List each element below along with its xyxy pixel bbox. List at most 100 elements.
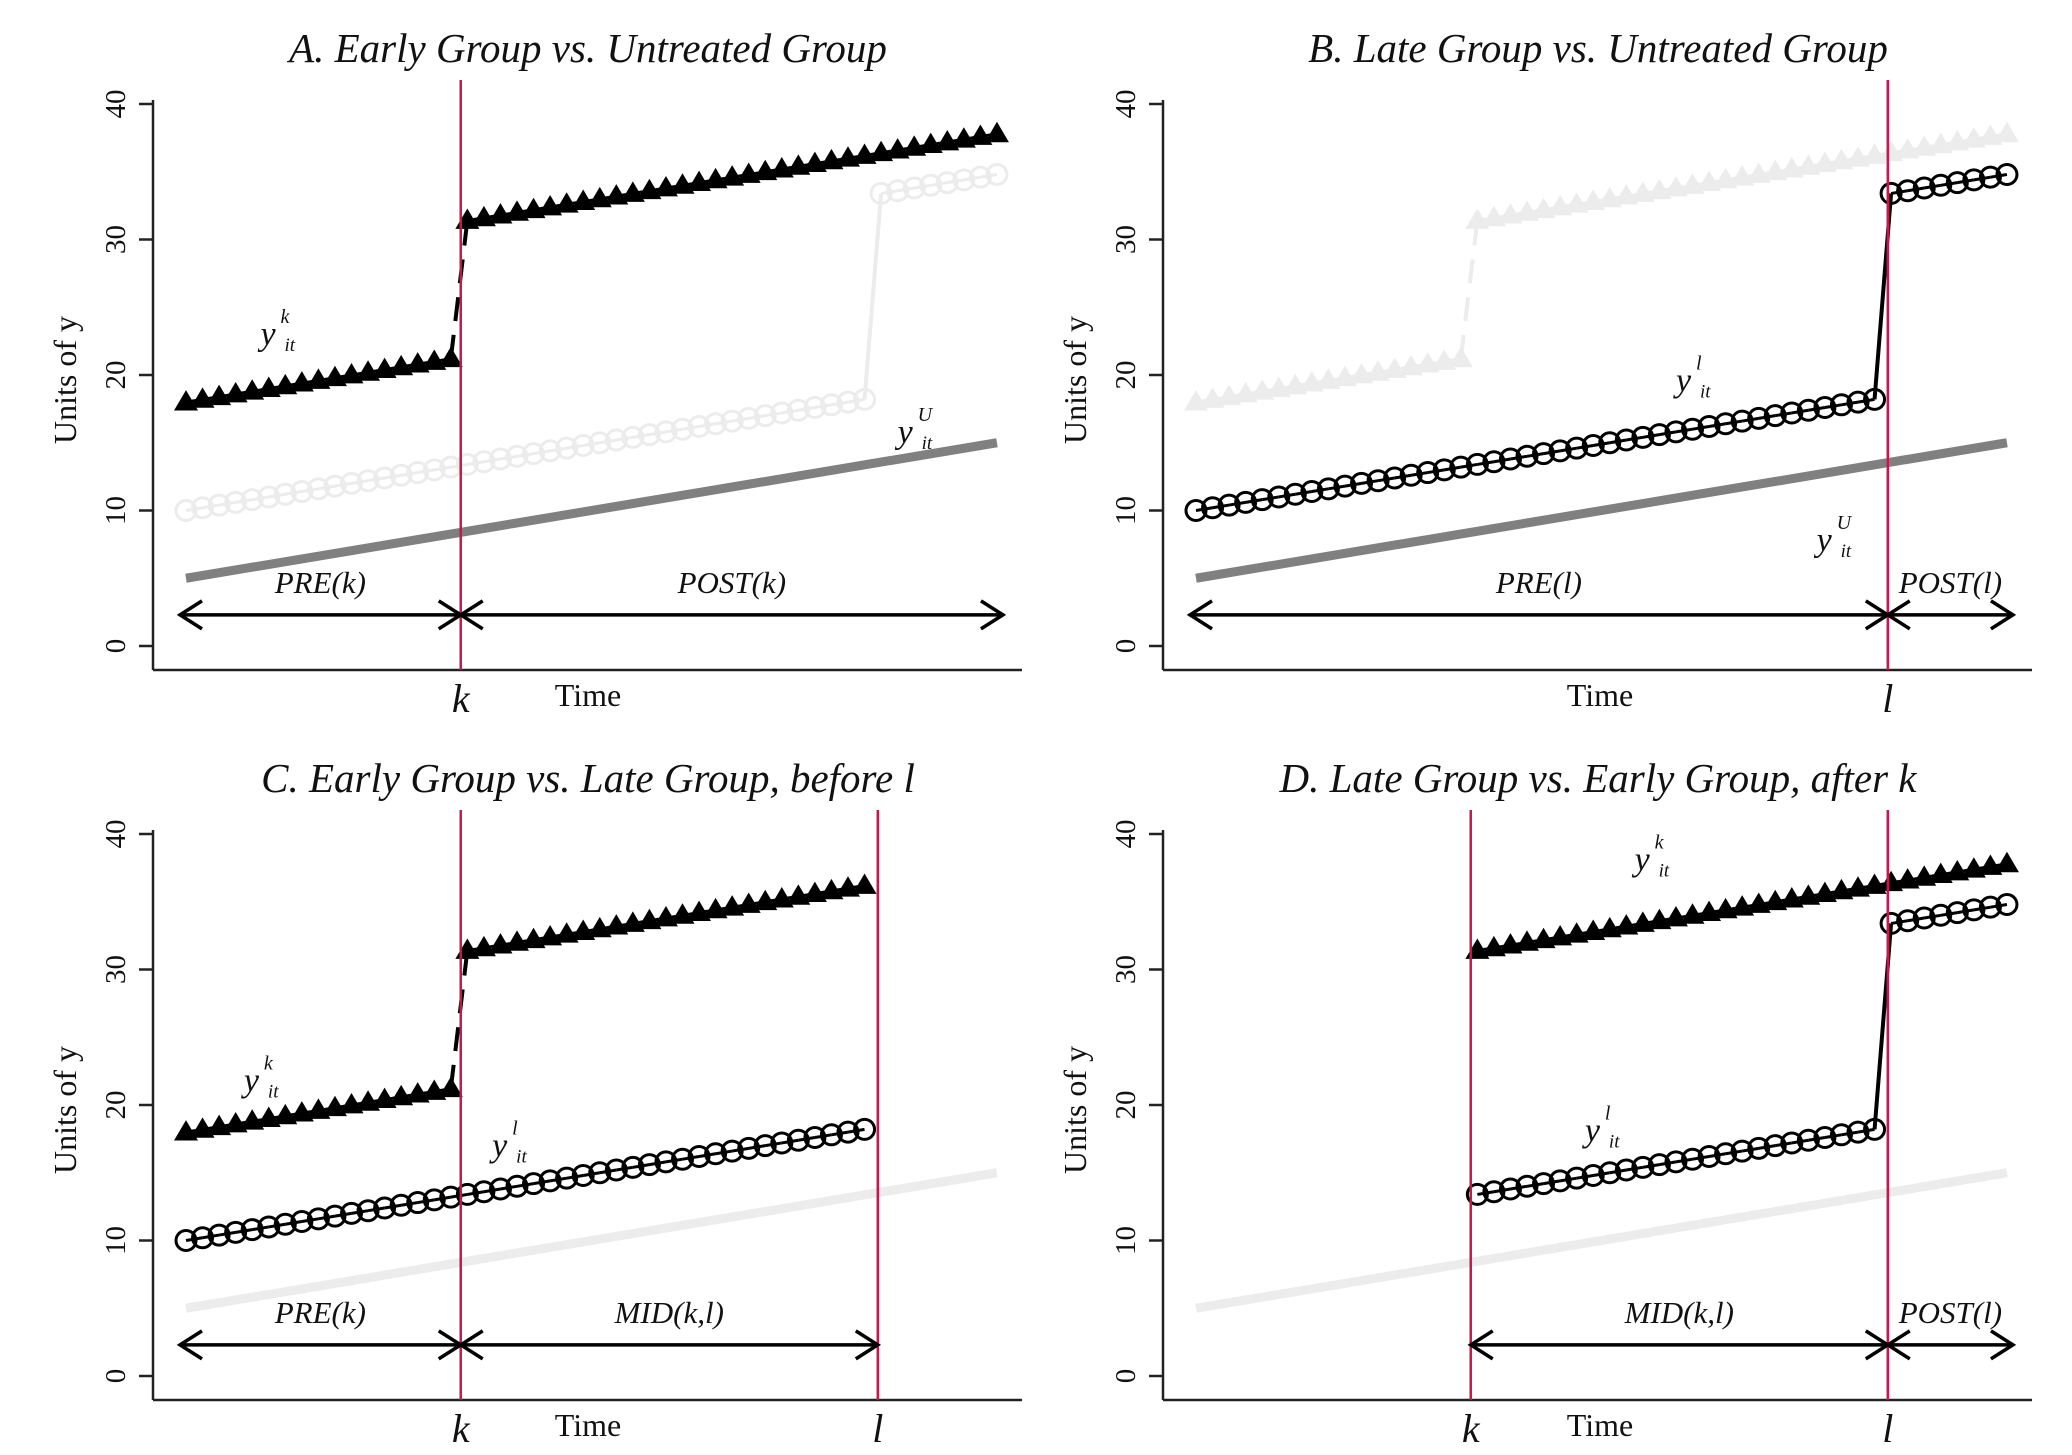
circle-marker bbox=[637, 423, 661, 447]
late-segment bbox=[748, 1144, 766, 1150]
circle-marker bbox=[1978, 895, 2002, 919]
circle-marker bbox=[1333, 474, 1357, 498]
circle-marker bbox=[505, 1174, 529, 1198]
late-segment bbox=[549, 446, 567, 453]
circle-marker bbox=[488, 447, 512, 471]
circle-marker bbox=[1614, 1158, 1638, 1182]
period-arrow: MID(k,l) bbox=[457, 1295, 882, 1361]
circle-marker bbox=[1482, 1180, 1506, 1204]
late-segment bbox=[1460, 462, 1478, 469]
late-segment bbox=[218, 1230, 236, 1237]
late-segment bbox=[1775, 411, 1793, 418]
late-segment bbox=[566, 443, 584, 450]
circle-marker bbox=[1548, 1169, 1572, 1193]
late-segment bbox=[185, 506, 203, 512]
late-segment bbox=[847, 397, 865, 404]
y-tick-label: 10 bbox=[1110, 1226, 1142, 1255]
period-label: PRE(k) bbox=[274, 1295, 366, 1330]
x-tick-label-k: k bbox=[1462, 1406, 1481, 1451]
circle-marker bbox=[422, 1188, 446, 1212]
untreated-series-line bbox=[1195, 438, 2008, 583]
late-segment bbox=[963, 175, 981, 182]
circle-marker bbox=[1234, 490, 1258, 514]
late-segment bbox=[1741, 1146, 1759, 1153]
arrow-head-left-icon bbox=[1467, 1329, 1494, 1361]
late-segment bbox=[1427, 468, 1445, 475]
late-segment bbox=[384, 473, 402, 480]
circle-marker bbox=[1697, 1144, 1721, 1168]
circle-marker bbox=[389, 463, 413, 487]
circle-marker bbox=[803, 396, 827, 420]
circle-marker bbox=[919, 173, 943, 197]
late-segment bbox=[1576, 443, 1594, 450]
series-label-subscript: it bbox=[1700, 381, 1711, 402]
x-tick-label-l: l bbox=[872, 1406, 883, 1451]
late-segment bbox=[1394, 473, 1412, 480]
late-segment bbox=[698, 1152, 716, 1158]
late-segment bbox=[467, 1190, 485, 1196]
late-segment bbox=[202, 503, 220, 510]
circle-marker bbox=[1184, 499, 1208, 522]
late-segment bbox=[814, 403, 832, 410]
late-segment bbox=[1526, 1182, 1544, 1188]
series-label-base: y bbox=[1673, 362, 1692, 399]
late-segment bbox=[1692, 1155, 1710, 1161]
late-segment bbox=[1510, 454, 1528, 461]
arrow-head-left-icon bbox=[1186, 599, 1213, 631]
period-label: POST(l) bbox=[1898, 1295, 2002, 1330]
circle-marker bbox=[406, 461, 430, 485]
late-segment bbox=[384, 1203, 402, 1210]
late-segment bbox=[1957, 908, 1975, 915]
circle-marker bbox=[207, 493, 231, 517]
circle-marker bbox=[886, 179, 910, 203]
circle-marker bbox=[1498, 447, 1522, 471]
late-segment bbox=[1543, 1179, 1561, 1186]
circle-marker bbox=[1631, 1155, 1655, 1179]
late-segment bbox=[682, 1155, 700, 1161]
period-label: MID(k,l) bbox=[614, 1295, 724, 1330]
circle-marker bbox=[637, 1153, 661, 1177]
late-segment bbox=[798, 406, 816, 412]
circle-marker bbox=[1929, 903, 1953, 927]
circle-marker bbox=[1747, 1136, 1771, 1160]
circle-marker bbox=[555, 1166, 579, 1190]
late-segment bbox=[1791, 1138, 1809, 1145]
late-segment bbox=[1592, 441, 1610, 447]
series-label: y Uit bbox=[1814, 512, 1853, 562]
circle-marker bbox=[340, 1201, 363, 1225]
triangle-marker bbox=[1448, 346, 1473, 368]
late-segment bbox=[566, 1173, 584, 1180]
late-segment bbox=[1212, 503, 1230, 510]
late-segment bbox=[1923, 183, 1941, 190]
arrow-head-right-icon bbox=[1990, 599, 2017, 631]
late-segment bbox=[798, 1136, 816, 1142]
circle-marker bbox=[1515, 444, 1539, 468]
late-segment bbox=[781, 1138, 799, 1145]
circle-marker bbox=[853, 1117, 877, 1141]
late-segment bbox=[1626, 1165, 1644, 1172]
series-label-base: y bbox=[257, 316, 276, 353]
late-segment bbox=[1990, 902, 2008, 909]
circle-marker bbox=[273, 1212, 297, 1236]
arrow-head-right-icon bbox=[854, 1329, 882, 1361]
late-segment bbox=[185, 1236, 203, 1242]
triangle-marker bbox=[984, 121, 1009, 143]
late-segment bbox=[731, 1146, 749, 1153]
late-series bbox=[1184, 162, 2019, 522]
late-segment bbox=[533, 449, 551, 456]
late-segment bbox=[880, 189, 898, 195]
circle-marker bbox=[224, 490, 248, 514]
x-tick-label-k: k bbox=[452, 1406, 471, 1451]
circle-marker bbox=[1714, 412, 1738, 436]
series-label-subscript: it bbox=[516, 1146, 527, 1167]
y-tick-label: 20 bbox=[100, 1091, 132, 1120]
early-jump-segment bbox=[448, 220, 470, 359]
y-axis-label: Units of y bbox=[1057, 1046, 1093, 1174]
circle-marker bbox=[902, 176, 926, 200]
series-label-superscript: U bbox=[918, 404, 934, 426]
circle-marker bbox=[1995, 892, 2019, 916]
circle-marker bbox=[604, 1158, 628, 1182]
period-label: PRE(l) bbox=[1495, 565, 1582, 600]
late-segment bbox=[781, 408, 799, 415]
late-segment bbox=[334, 481, 352, 488]
